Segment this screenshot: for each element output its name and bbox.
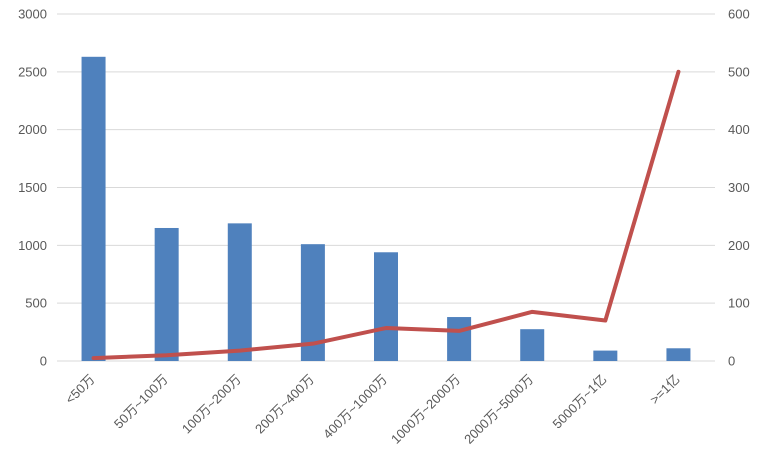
x-axis-label: 2000万~5000万 [461,372,536,447]
bar [447,317,472,361]
bar [81,56,106,362]
left-axis-tick: 1500 [18,180,47,195]
left-axis-tick: 500 [25,296,47,311]
left-axis-tick: 1000 [18,238,47,253]
left-axis-tick: 2000 [18,122,47,137]
x-axis-label: 400万~1000万 [320,372,390,442]
x-axis-label: 1000万~2000万 [388,372,463,447]
left-axis-tick: 3000 [18,7,47,22]
right-axis-tick: 600 [728,7,750,22]
x-axis-label: >=1亿 [647,372,683,408]
right-axis-tick: 300 [728,180,750,195]
bar [154,227,179,361]
bar [227,223,252,361]
right-axis-tick: 100 [728,296,750,311]
right-axis-tick: 500 [728,64,750,79]
bar [374,252,398,361]
left-axis-tick: 0 [40,354,47,369]
x-axis-label: <50万 [62,372,97,407]
bar [593,350,618,361]
right-axis-tick: 200 [728,238,750,253]
x-axis-label: 5000万~1亿 [550,372,610,432]
x-axis-label: 100万~200万 [179,372,244,437]
x-axis-label: 50万~100万 [111,372,171,432]
bar [520,329,545,361]
bar [666,348,691,361]
x-axis-label: 200万~400万 [252,372,317,437]
right-axis-tick: 0 [728,354,735,369]
right-axis-tick: 400 [728,122,750,137]
left-axis-tick: 2500 [18,64,47,79]
line-series [91,69,681,361]
